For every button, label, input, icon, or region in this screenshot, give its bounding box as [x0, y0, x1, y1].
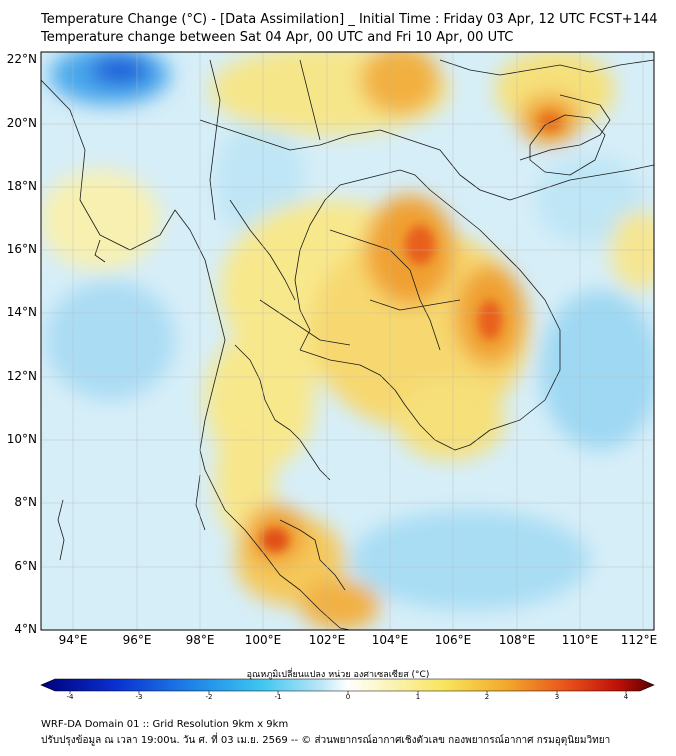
colorbar-tick-label: -2 — [205, 693, 213, 701]
lat-label: 8°N — [14, 495, 37, 509]
lon-label: 94°E — [58, 633, 88, 647]
lat-label: 4°N — [14, 622, 37, 636]
colorbar-tick-label: 4 — [623, 693, 629, 701]
lon-label: 108°E — [498, 633, 536, 647]
lat-label: 12°N — [6, 369, 37, 383]
lon-label: 106°E — [434, 633, 472, 647]
colorbar — [40, 678, 655, 694]
lat-label: 20°N — [6, 116, 37, 130]
footer-update-info: ปรับปรุงข้อมูล ณ เวลา 19:00น. วัน ศ. ที่… — [41, 735, 611, 746]
colorbar-tick-label: -1 — [274, 693, 282, 701]
lon-label: 100°E — [244, 633, 282, 647]
colorbar-title: อุณหภูมิเปลี่ยนแปลง หน่วย องศาเซลเซียส (… — [246, 670, 430, 680]
lon-label: 102°E — [308, 633, 346, 647]
lat-label: 22°N — [6, 52, 37, 66]
footer-model-info: WRF-DA Domain 01 :: Grid Resolution 9km … — [41, 719, 289, 730]
colorbar-tick-label: 1 — [415, 693, 421, 701]
lon-label: 104°E — [371, 633, 409, 647]
colorbar-tick-label: -3 — [135, 693, 143, 701]
colorbar-tick-label: 2 — [484, 693, 490, 701]
lon-label: 98°E — [185, 633, 215, 647]
lat-label: 18°N — [6, 179, 37, 193]
lat-label: 10°N — [6, 432, 37, 446]
lat-label: 14°N — [6, 305, 37, 319]
colorbar-tick-label: 3 — [554, 693, 560, 701]
map-title: Temperature Change (°C) - [Data Assimila… — [41, 12, 658, 27]
lon-label: 96°E — [122, 633, 152, 647]
lat-label: 6°N — [14, 559, 37, 573]
plot-frame — [40, 51, 655, 631]
lon-label: 110°E — [561, 633, 599, 647]
colorbar-tick-label: -4 — [66, 693, 74, 701]
gridlines — [41, 52, 654, 630]
colorbar-tick-label: 0 — [345, 693, 351, 701]
lon-label: 112°E — [620, 633, 658, 647]
map-subtitle: Temperature change between Sat 04 Apr, 0… — [41, 30, 514, 45]
temperature-field — [41, 52, 654, 630]
lat-label: 16°N — [6, 242, 37, 256]
